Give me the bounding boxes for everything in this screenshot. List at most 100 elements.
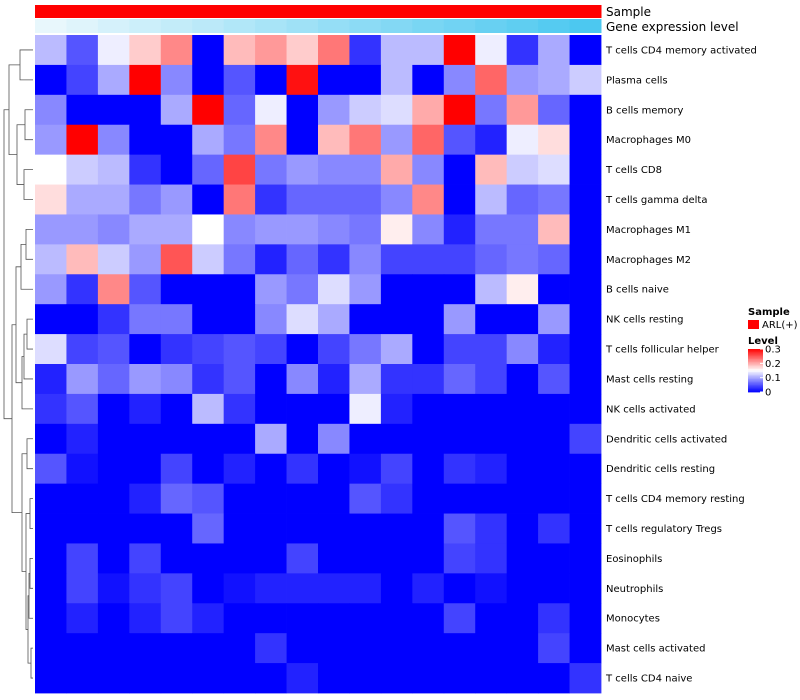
heatmap-cell [286, 513, 319, 544]
heatmap-cell [97, 663, 130, 694]
legend-gradient-step [748, 367, 763, 370]
heatmap-cell [412, 304, 445, 335]
legend-gradient-step [748, 366, 763, 369]
legend-gradient-step [748, 381, 763, 384]
heatmap-cell [223, 513, 256, 544]
heatmap-cell [380, 35, 413, 66]
heatmap-cell [380, 393, 413, 425]
heatmap-cell [443, 184, 476, 215]
annotation-sample-cell [380, 5, 413, 18]
row-label: Macrophages M0 [606, 135, 691, 146]
heatmap-cell [475, 513, 508, 544]
annotation-expression-cell [286, 19, 319, 33]
legend-gradient-step [748, 369, 763, 371]
heatmap-cell [129, 364, 162, 395]
heatmap-cell [223, 543, 256, 574]
heatmap-cell [349, 244, 382, 275]
dendrogram-branch [26, 318, 33, 350]
heatmap-cell [412, 513, 445, 544]
heatmap-cell [160, 64, 193, 96]
heatmap-cell [129, 154, 162, 185]
heatmap-cell [286, 364, 319, 395]
heatmap-cells [35, 35, 602, 694]
row-label: T cells CD4 naive [605, 674, 692, 685]
heatmap-cell [35, 573, 67, 604]
heatmap-cell [97, 633, 130, 664]
heatmap-cell [97, 94, 130, 126]
heatmap-cell [349, 304, 382, 335]
heatmap-cell [318, 393, 350, 425]
heatmap-cell [443, 513, 476, 544]
heatmap-cell [318, 124, 350, 156]
annotation-expression-cell [223, 19, 256, 33]
heatmap-cell [506, 94, 539, 126]
annotation-expression-cell [97, 19, 130, 33]
heatmap-cell [286, 393, 319, 425]
heatmap-cell [97, 35, 130, 66]
heatmap-cell [380, 483, 413, 514]
heatmap-cell [349, 483, 382, 514]
heatmap-cell [412, 573, 445, 604]
dendrogram-branch [30, 647, 33, 679]
heatmap-cell [129, 513, 162, 544]
heatmap-cell [318, 274, 350, 305]
heatmap-cell [35, 453, 67, 485]
heatmap-cell [160, 154, 193, 185]
heatmap-cell [129, 124, 162, 156]
heatmap-cell [35, 423, 67, 455]
heatmap-cell [66, 603, 99, 634]
heatmap-cell [192, 663, 225, 694]
heatmap-cell [129, 274, 162, 305]
heatmap-cell [569, 154, 602, 185]
heatmap-cell [192, 124, 225, 156]
legend-level-title: Level [748, 336, 778, 347]
dendrogram-branch [26, 438, 33, 470]
heatmap-cell [129, 244, 162, 275]
heatmap-cell [66, 94, 99, 126]
heatmap-cell [475, 334, 508, 365]
heatmap-cell [506, 274, 539, 305]
heatmap-cell [475, 633, 508, 664]
heatmap-cell [475, 184, 508, 215]
heatmap-cell [66, 483, 99, 514]
heatmap-cell [97, 543, 130, 574]
heatmap-cell [443, 393, 476, 425]
heatmap-cell [443, 453, 476, 485]
heatmap-cell [318, 364, 350, 395]
heatmap-cell [318, 35, 350, 66]
annotation-expression-cell [380, 19, 413, 33]
heatmap-cell [66, 184, 99, 215]
heatmap-cell [97, 393, 130, 425]
heatmap-cell [223, 453, 256, 485]
heatmap-cell [349, 453, 382, 485]
heatmap-cell [97, 274, 130, 305]
annotation-expression-cell [475, 19, 508, 33]
heatmap-cell [475, 64, 508, 96]
heatmap-cell [506, 483, 539, 514]
heatmap-cell [538, 423, 570, 455]
annotation-label-sample: Sample [606, 5, 651, 19]
heatmap-cell [223, 393, 256, 425]
row-label: Eosinophils [606, 554, 662, 565]
heatmap-cell [569, 393, 602, 425]
row-label: Mast cells resting [606, 375, 693, 386]
heatmap-cell [286, 483, 319, 514]
heatmap-cell [443, 633, 476, 664]
heatmap-cell [160, 364, 193, 395]
heatmap-cell [412, 35, 445, 66]
heatmap-cell [318, 184, 350, 215]
heatmap-cell [35, 64, 67, 96]
heatmap-cell [569, 94, 602, 126]
heatmap-cell [35, 274, 67, 305]
heatmap-cell [66, 274, 99, 305]
heatmap-cell [538, 603, 570, 634]
heatmap-cell [443, 603, 476, 634]
dendrogram-branch [20, 243, 33, 290]
heatmap-cell [538, 124, 570, 156]
heatmap-cell [97, 573, 130, 604]
legend-tick-label: 0.2 [765, 359, 781, 370]
heatmap-cell [66, 573, 99, 604]
heatmap-cell [97, 423, 130, 455]
